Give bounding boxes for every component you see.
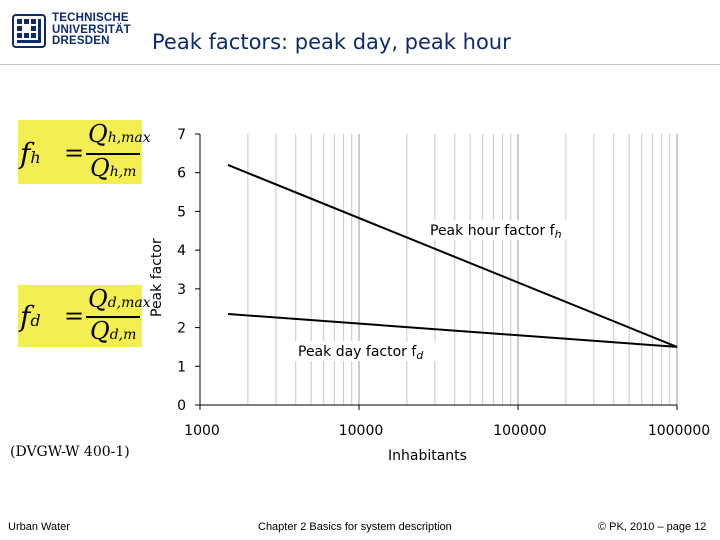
y-tick-label: 2 (177, 321, 186, 337)
series-label-peak-day: Peak day factor fd (298, 344, 424, 362)
formula-peak-hour: fh = Qh,max Qh,m (18, 120, 151, 184)
logo-line-1: TECHNISCHE (52, 12, 129, 24)
y-tick-label: 4 (177, 243, 186, 259)
series-label-background (426, 220, 586, 240)
page-title: Peak factors: peak day, peak hour (152, 30, 511, 54)
chart-labels: 0 1 2 3 4 5 6 7 1000 10000 100000 1000000 Peak hour … (177, 127, 710, 439)
y-tick-label: 3 (177, 282, 186, 298)
formula-fh-denominator: Qh,m (90, 154, 137, 182)
formula-fd-equals: = (64, 302, 85, 330)
formula-fd-denominator: Qd,m (90, 317, 137, 345)
footer-center: Chapter 2 Basics for system description (258, 521, 452, 533)
y-tick-label: 7 (177, 127, 186, 143)
chart-grid (199, 134, 678, 405)
y-tick-label: 6 (177, 166, 186, 182)
chart-axes (195, 133, 678, 410)
formula-fh-lhs: fh (20, 137, 41, 170)
x-tick-label: 100000 (493, 423, 546, 439)
series-line-peak-hour (227, 164, 678, 348)
formula-fd-fraction-bar (86, 316, 140, 318)
logo-line-2: UNIVERSITÄT (52, 23, 131, 36)
x-tick-label: 1000 (184, 423, 220, 439)
footer-left: Urban Water (8, 521, 70, 533)
x-tick-label: 1000000 (648, 423, 710, 439)
formula-fh-fraction-bar (86, 153, 140, 155)
footer-right: © PK, 2010 – page 12 (598, 521, 707, 533)
formula-peak-day: fd = Qd,max Qd,m (18, 285, 151, 347)
formula-fd-numerator: Qd,max (88, 285, 151, 313)
x-tick-label: 10000 (339, 423, 384, 439)
university-logo-icon (12, 14, 46, 48)
y-tick-label: 1 (177, 359, 186, 375)
series-label-background (294, 341, 454, 361)
chart-series (227, 164, 678, 348)
formula-fd-lhs: fd (20, 300, 41, 333)
source-note: (DVGW-W 400-1) (10, 444, 130, 460)
university-logo-text: TECHNISCHE UNIVERSITÄT DRESDEN (52, 12, 131, 48)
y-tick-label: 5 (177, 204, 186, 220)
logo-line-3: DRESDEN (52, 35, 110, 47)
y-tick-label: 0 (177, 398, 186, 414)
series-label-peak-hour: Peak hour factor fh (430, 223, 562, 241)
formula-fh-equals: = (64, 139, 85, 167)
title-divider (0, 64, 720, 65)
x-axis-label: Inhabitants (388, 448, 467, 464)
formula-fh-numerator: Qh,max (88, 120, 151, 148)
series-line-peak-day (227, 313, 678, 348)
